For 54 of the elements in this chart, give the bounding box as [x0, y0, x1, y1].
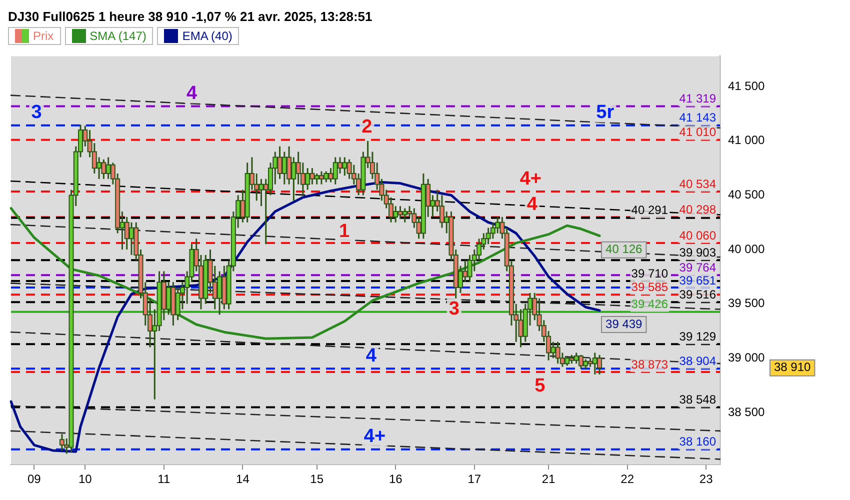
annotation: 4 [366, 345, 377, 366]
annotation: 5 [534, 376, 546, 397]
y-tick-label: 41 000 [728, 133, 766, 148]
ref-line-label: 39 516 [679, 287, 716, 302]
y-tick-label: 41 500 [728, 78, 766, 93]
x-tick-label: 22 [620, 472, 634, 486]
annotation: 4+ [364, 426, 386, 448]
data-label: 39 439 [606, 316, 643, 331]
ref-line-label: 38 873 [631, 357, 668, 372]
ref-line-label: 39 585 [631, 280, 668, 294]
ref-line-label: 39 426 [631, 297, 668, 312]
x-tick-label: 17 [468, 472, 482, 486]
y-tick-label: 39 500 [728, 296, 766, 310]
ref-line-label: 41 319 [679, 92, 716, 106]
x-tick-label: 09 [27, 472, 42, 486]
ref-line-label: 40 298 [679, 202, 716, 216]
y-tick-label: 40 000 [728, 242, 766, 256]
ref-line-label: 41 143 [679, 110, 716, 125]
x-tick-label: 14 [236, 472, 250, 486]
text: 38 910 [774, 360, 811, 374]
ref-line-label: 40 291 [631, 203, 668, 218]
ref-line-label: 38 160 [679, 434, 716, 449]
ref-line-label: 40 534 [679, 176, 716, 191]
ref-line-label: 40 060 [679, 228, 716, 242]
y-tick-label: 39 000 [728, 350, 766, 364]
annotation: 3 [31, 102, 42, 124]
annotation: 4 [526, 194, 538, 215]
text: SMA (147) [90, 29, 146, 43]
ref-line-label: 39 129 [679, 329, 716, 344]
x-tick-label: 10 [78, 472, 92, 486]
ref-line-label: 39 651 [679, 273, 716, 288]
data-label: 40 126 [606, 242, 643, 256]
annotation: 1 [338, 220, 350, 242]
x-tick-label: 11 [158, 472, 170, 486]
x-tick-label: 21 [542, 472, 556, 486]
ref-line-label: 38 548 [679, 392, 716, 407]
annotation: 3 [448, 298, 460, 320]
annotation: 4+ [520, 168, 542, 190]
ref-line-label: 41 010 [679, 125, 716, 140]
text: Prix [33, 29, 54, 43]
y-tick-label: 38 500 [728, 404, 766, 419]
ref-line-label: 39 710 [631, 266, 668, 280]
x-tick-label: 16 [388, 472, 403, 486]
annotation: 5r [596, 102, 615, 124]
annotation: 4 [186, 83, 198, 104]
annotation: 2 [362, 116, 372, 138]
x-tick-label: 23 [699, 472, 714, 486]
ref-line-label: 38 904 [679, 354, 716, 368]
ref-line-label: 39 764 [679, 260, 716, 274]
ref-line-label: 39 903 [679, 245, 716, 260]
x-tick-label: 15 [310, 472, 324, 486]
text: EMA (40) [182, 29, 232, 43]
y-tick-label: 40 500 [728, 188, 766, 202]
chart-title: DJ30 Full0625 1 heure 38 910 -1,07 % 21 avr. 2025, 13:28:51 [8, 8, 374, 26]
